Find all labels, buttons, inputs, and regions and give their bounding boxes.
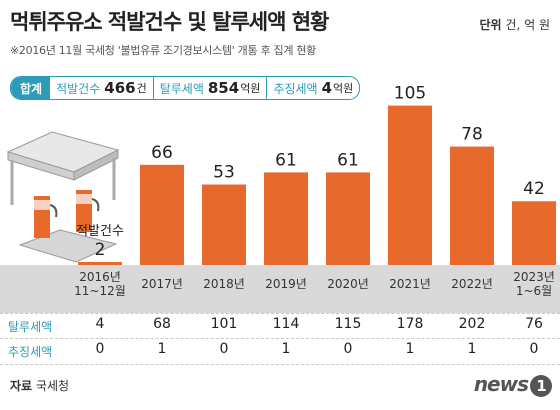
unit-label: 단위 건, 억 원 bbox=[480, 16, 551, 33]
source-label: 자료 bbox=[10, 379, 33, 393]
bar-value-label: 53 bbox=[213, 163, 235, 183]
table-cell: 115 bbox=[334, 316, 362, 332]
bar-value-label: 78 bbox=[461, 125, 483, 145]
summary-item-value: 4 bbox=[321, 79, 333, 97]
summary-box: 합계 적발건수 466 건 탈루세액 854 억원 추징세액 4 억원 bbox=[10, 76, 361, 100]
table-divider bbox=[0, 338, 560, 339]
bar-value-label: 42 bbox=[523, 179, 545, 199]
news1-logo: news 1 bbox=[474, 372, 552, 397]
chart-note: ※2016년 11월 국세청 '불법유류 조기경보시스템' 개통 후 집계 현황 bbox=[10, 44, 316, 57]
bar-value-label: 61 bbox=[275, 150, 297, 170]
category-band bbox=[0, 265, 560, 313]
summary-item-evaded-tax: 탈루세액 854 억원 bbox=[152, 77, 267, 99]
bar-6 bbox=[450, 146, 494, 265]
table-cell: 1 bbox=[467, 341, 477, 357]
summary-item-label: 적발건수 bbox=[56, 81, 101, 96]
summary-item-unit: 건 bbox=[136, 82, 147, 95]
table-cell: 1 bbox=[405, 341, 415, 357]
category-label: 2019년 bbox=[265, 277, 307, 291]
table-cell: 1 bbox=[157, 341, 167, 357]
summary-item-unit: 억원 bbox=[240, 82, 261, 95]
logo-text: news bbox=[473, 372, 529, 396]
bar-3 bbox=[264, 172, 308, 265]
bar-value-label: 61 bbox=[337, 150, 359, 170]
logo-mark: 1 bbox=[530, 375, 552, 397]
bar-value-label: 2 bbox=[95, 240, 106, 260]
table-cell: 101 bbox=[210, 316, 238, 332]
table-cell: 178 bbox=[396, 316, 424, 332]
gas-station-icon bbox=[6, 131, 120, 263]
bar-value-label: 105 bbox=[394, 84, 426, 104]
table-divider bbox=[0, 313, 560, 314]
row-label-collected-tax: 추징세액 bbox=[8, 345, 53, 359]
summary-head: 합계 bbox=[11, 77, 50, 99]
table-cell: 1 bbox=[281, 341, 291, 357]
chart-title: 먹튀주유소 적발건수 및 탈루세액 현황 bbox=[10, 10, 329, 34]
source-value: 국세청 bbox=[35, 379, 70, 393]
table-cell: 0 bbox=[343, 341, 353, 357]
bar-2 bbox=[202, 184, 246, 265]
summary-item-value: 854 bbox=[207, 79, 240, 97]
bar-5 bbox=[388, 105, 432, 265]
category-label: 2020년 bbox=[327, 277, 369, 291]
summary-item-collected-tax: 추징세액 4 억원 bbox=[266, 77, 359, 99]
row-label-evaded-tax: 탈루세액 bbox=[8, 320, 53, 334]
bar-value-label: 66 bbox=[151, 143, 173, 163]
category-label: 2016년 11~12월 bbox=[74, 270, 126, 298]
table-cell: 4 bbox=[95, 316, 105, 332]
summary-item-value: 466 bbox=[104, 79, 136, 97]
table-cell: 76 bbox=[525, 316, 543, 332]
summary-item-unit: 억원 bbox=[333, 82, 354, 95]
bar-7 bbox=[512, 201, 556, 265]
summary-item-label: 탈루세액 bbox=[159, 81, 204, 96]
category-label: 2021년 bbox=[389, 277, 431, 291]
bar-4 bbox=[326, 172, 370, 265]
source-note: 자료 국세청 bbox=[10, 377, 69, 394]
unit-label-key: 단위 bbox=[479, 18, 502, 32]
category-label: 2017년 bbox=[141, 277, 183, 291]
table-divider bbox=[0, 364, 560, 365]
table-cell: 0 bbox=[219, 341, 229, 357]
bar-1 bbox=[140, 164, 184, 265]
summary-item-label: 추징세액 bbox=[273, 81, 318, 96]
unit-label-value: 건, 억 원 bbox=[505, 18, 550, 32]
table-cell: 0 bbox=[529, 341, 539, 357]
table-cell: 0 bbox=[95, 341, 105, 357]
table-cell: 68 bbox=[153, 316, 171, 332]
summary-item-detections: 적발건수 466 건 bbox=[49, 77, 153, 99]
table-cell: 202 bbox=[458, 316, 486, 332]
category-label: 2022년 bbox=[451, 277, 493, 291]
category-label: 2018년 bbox=[203, 277, 245, 291]
table-cell: 114 bbox=[272, 316, 300, 332]
category-label: 2023년 1~6월 bbox=[513, 270, 555, 298]
bar-0 bbox=[78, 261, 122, 265]
bar-series-annotation: 적발건수 bbox=[76, 224, 124, 239]
